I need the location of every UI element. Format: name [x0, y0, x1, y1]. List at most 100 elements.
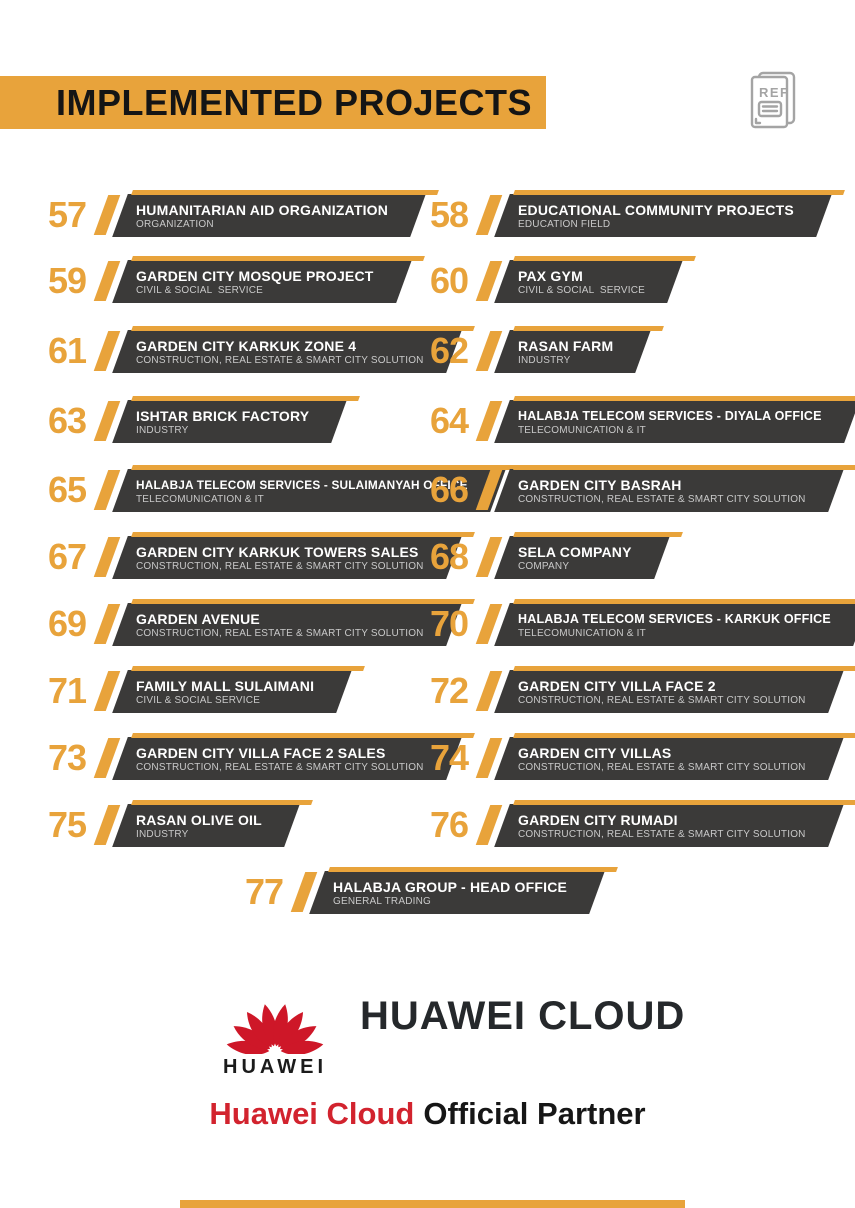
project-category: COMPANY	[518, 561, 570, 572]
project-number: 71	[48, 670, 87, 711]
project-number: 75	[48, 804, 87, 845]
project-category: CONSTRUCTION, REAL ESTATE & SMART CITY S…	[518, 494, 806, 505]
project-item: 63 ISHTAR BRICK FACTORY INDUSTRY	[48, 397, 339, 445]
project-banner: PAX GYM CIVIL & SOCIAL SERVICE	[502, 260, 675, 303]
project-title: EDUCATIONAL COMMUNITY PROJECTS	[518, 202, 794, 218]
project-title: HALABJA TELECOM SERVICES - KARKUK OFFICE	[518, 612, 831, 626]
project-number: 74	[430, 737, 469, 778]
project-category: CONSTRUCTION, REAL ESTATE & SMART CITY S…	[518, 829, 806, 840]
project-item: 68 SELA COMPANY COMPANY	[430, 533, 662, 581]
project-title: GARDEN CITY VILLA FACE 2 SALES	[136, 745, 386, 761]
project-item: 57 HUMANITARIAN AID ORGANIZATION ORGANIZ…	[48, 191, 418, 239]
project-item: 71 FAMILY MALL SULAIMANI CIVIL & SOCIAL …	[48, 667, 344, 715]
huawei-logo-block: HUAWEI	[216, 968, 334, 1079]
project-number: 77	[245, 871, 284, 912]
project-number: 68	[430, 536, 469, 577]
project-banner: ISHTAR BRICK FACTORY INDUSTRY	[120, 400, 339, 443]
project-category: CIVIL & SOCIAL SERVICE	[518, 285, 646, 296]
project-item: 69 GARDEN AVENUE CONSTRUCTION, REAL ESTA…	[48, 600, 454, 648]
project-title: HALABJA GROUP - HEAD OFFICE	[333, 879, 568, 895]
project-category: CONSTRUCTION, REAL ESTATE & SMART CITY S…	[136, 762, 424, 773]
project-item: 70 HALABJA TELECOM SERVICES - KARKUK OFF…	[430, 600, 855, 648]
project-banner: EDUCATIONAL COMMUNITY PROJECTS EDUCATION…	[502, 194, 824, 237]
project-title: HALABJA TELECOM SERVICES - SULAIMANYAH O…	[136, 478, 468, 492]
project-item: 76 GARDEN CITY RUMADI CONSTRUCTION, REAL…	[430, 801, 836, 849]
project-item: 62 RASAN FARM INDUSTRY	[430, 327, 643, 375]
project-title: ISHTAR BRICK FACTORY	[136, 408, 310, 424]
project-category: CIVIL & SOCIAL SERVICE	[136, 285, 264, 296]
project-category: INDUSTRY	[518, 355, 571, 366]
project-number: 62	[430, 330, 469, 371]
huawei-cloud-lockup: HUAWEI HUAWEI CLOUD	[216, 968, 685, 1079]
project-banner: GARDEN CITY KARKUK TOWERS SALES CONSTRUC…	[120, 536, 454, 579]
project-category: TELECOMUNICATION & IT	[518, 628, 646, 639]
project-banner: FAMILY MALL SULAIMANI CIVIL & SOCIAL SER…	[120, 670, 344, 713]
project-category: EDUCATION FIELD	[518, 219, 611, 230]
huawei-wordmark: HUAWEI	[223, 1056, 327, 1078]
project-category: CIVIL & SOCIAL SERVICE	[136, 695, 261, 706]
project-category: CONSTRUCTION, REAL ESTATE & SMART CITY S…	[518, 762, 806, 773]
project-title: GARDEN CITY KARKUK TOWERS SALES	[136, 544, 419, 560]
project-banner: SELA COMPANY COMPANY	[502, 536, 662, 579]
project-number: 63	[48, 400, 87, 441]
project-category: CONSTRUCTION, REAL ESTATE & SMART CITY S…	[136, 355, 424, 366]
project-number: 65	[48, 469, 87, 510]
project-category: CONSTRUCTION, REAL ESTATE & SMART CITY S…	[518, 695, 806, 706]
project-title: FAMILY MALL SULAIMANI	[136, 678, 315, 694]
project-item: 66 GARDEN CITY BASRAH CONSTRUCTION, REAL…	[430, 466, 836, 514]
project-item: 64 HALABJA TELECOM SERVICES - DIYALA OFF…	[430, 397, 852, 445]
project-category: CONSTRUCTION, REAL ESTATE & SMART CITY S…	[136, 561, 424, 572]
project-number: 64	[430, 400, 469, 441]
project-banner: HALABJA TELECOM SERVICES - KARKUK OFFICE…	[502, 603, 855, 646]
project-banner: RASAN FARM INDUSTRY	[502, 330, 643, 373]
project-banner: GARDEN CITY VILLA FACE 2 SALES CONSTRUCT…	[120, 737, 454, 780]
page-title: IMPLEMENTED PROJECTS	[56, 81, 533, 123]
bottom-accent-bar	[180, 1200, 685, 1208]
project-number: 67	[48, 536, 87, 577]
project-item: 58 EDUCATIONAL COMMUNITY PROJECTS EDUCAT…	[430, 191, 824, 239]
project-title: GARDEN CITY KARKUK ZONE 4	[136, 338, 357, 354]
project-banner: HALABJA TELECOM SERVICES - DIYALA OFFICE…	[502, 400, 852, 443]
project-number: 58	[430, 194, 469, 235]
project-banner: GARDEN CITY VILLAS CONSTRUCTION, REAL ES…	[502, 737, 836, 780]
project-number: 70	[430, 603, 469, 644]
project-number: 60	[430, 260, 469, 301]
project-title: GARDEN CITY VILLA FACE 2	[518, 678, 716, 694]
project-banner: GARDEN CITY MOSQUE PROJECT CIVIL & SOCIA…	[120, 260, 404, 303]
project-item: 73 GARDEN CITY VILLA FACE 2 SALES CONSTR…	[48, 734, 454, 782]
project-category: GENERAL TRADING	[333, 896, 432, 907]
project-item: 60 PAX GYM CIVIL & SOCIAL SERVICE	[430, 257, 675, 305]
project-banner: HALABJA GROUP - HEAD OFFICE GENERAL TRAD…	[317, 871, 597, 914]
project-item: 67 GARDEN CITY KARKUK TOWERS SALES CONST…	[48, 533, 454, 581]
project-category: INDUSTRY	[136, 829, 189, 840]
huawei-cloud-text: HUAWEI CLOUD	[360, 994, 686, 1038]
project-number: 76	[430, 804, 469, 845]
project-item: 74 GARDEN CITY VILLAS CONSTRUCTION, REAL…	[430, 734, 836, 782]
page-title-banner: IMPLEMENTED PROJECTS	[0, 76, 546, 129]
project-banner: GARDEN CITY VILLA FACE 2 CONSTRUCTION, R…	[502, 670, 836, 713]
project-title: GARDEN CITY RUMADI	[518, 812, 678, 828]
project-title: HALABJA TELECOM SERVICES - DIYALA OFFICE	[518, 409, 822, 423]
project-banner: GARDEN AVENUE CONSTRUCTION, REAL ESTATE …	[120, 603, 454, 646]
project-number: 59	[48, 260, 87, 301]
partner-line-brand: Huawei Cloud	[209, 1096, 415, 1131]
partner-line-role: Official Partner	[423, 1096, 646, 1131]
project-title: HUMANITARIAN AID ORGANIZATION	[136, 202, 389, 218]
project-number: 73	[48, 737, 87, 778]
project-item: 72 GARDEN CITY VILLA FACE 2 CONSTRUCTION…	[430, 667, 836, 715]
project-number: 57	[48, 194, 87, 235]
ref-book-icon: REF	[746, 68, 802, 139]
project-item: 61 GARDEN CITY KARKUK ZONE 4 CONSTRUCTIO…	[48, 327, 454, 375]
project-title: GARDEN CITY MOSQUE PROJECT	[136, 268, 374, 284]
project-banner: GARDEN CITY KARKUK ZONE 4 CONSTRUCTION, …	[120, 330, 454, 373]
project-item: 75 RASAN OLIVE OIL INDUSTRY	[48, 801, 292, 849]
partner-line: Huawei Cloud Official Partner	[0, 1096, 855, 1132]
project-title: RASAN FARM	[518, 338, 614, 354]
project-title: RASAN OLIVE OIL	[136, 812, 262, 828]
project-banner: GARDEN CITY RUMADI CONSTRUCTION, REAL ES…	[502, 804, 836, 847]
project-number: 61	[48, 330, 87, 371]
project-category: ORGANIZATION	[136, 219, 214, 230]
project-category: TELECOMUNICATION & IT	[518, 425, 646, 436]
project-title: GARDEN AVENUE	[136, 611, 260, 627]
project-number: 66	[430, 469, 469, 510]
